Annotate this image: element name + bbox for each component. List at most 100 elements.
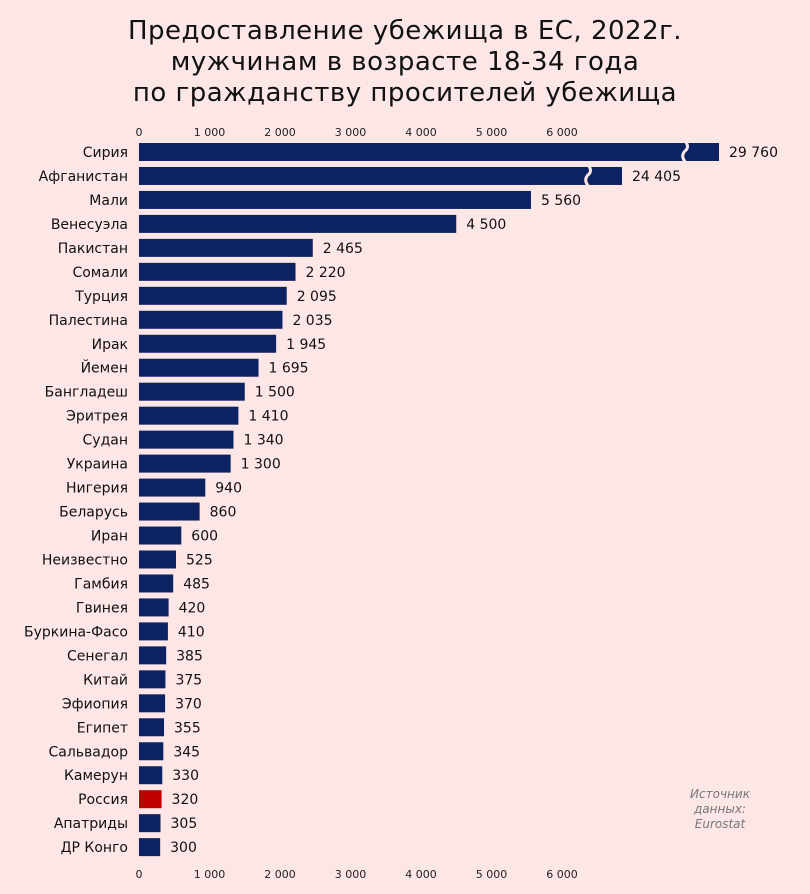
category-label: Сирия bbox=[83, 145, 128, 161]
bar bbox=[139, 406, 239, 425]
x-tick-label-bottom: 3 000 bbox=[335, 868, 367, 881]
bar bbox=[139, 190, 531, 209]
category-label: Пакистан bbox=[58, 241, 128, 257]
x-tick-label-bottom: 0 bbox=[136, 868, 143, 881]
x-tick-label-bottom: 2 000 bbox=[264, 868, 296, 881]
category-label: Россия bbox=[78, 792, 128, 808]
source-line-2: данных: bbox=[694, 802, 746, 816]
bar bbox=[139, 790, 162, 809]
source-line-3: Eurostat bbox=[694, 817, 746, 831]
bar bbox=[139, 334, 277, 353]
bar bbox=[139, 310, 283, 329]
category-label: Гамбия bbox=[74, 576, 128, 592]
x-tick-label-bottom: 6 000 bbox=[546, 868, 578, 881]
bar bbox=[139, 718, 165, 737]
category-label: Ирак bbox=[92, 337, 128, 353]
value-label: 5 560 bbox=[541, 193, 581, 209]
bar bbox=[139, 454, 231, 473]
value-label: 1 300 bbox=[241, 457, 281, 473]
category-label: Венесуэла bbox=[51, 217, 128, 233]
bar bbox=[139, 358, 259, 377]
x-tick-label-top: 3 000 bbox=[335, 126, 367, 139]
category-label: Мали bbox=[89, 193, 128, 209]
bar bbox=[139, 502, 200, 521]
category-label: Гвинея bbox=[76, 600, 128, 616]
bar bbox=[139, 622, 168, 641]
bar bbox=[139, 814, 161, 833]
bar bbox=[139, 526, 182, 545]
value-label: 940 bbox=[215, 481, 242, 497]
x-tick-label-top: 6 000 bbox=[546, 126, 578, 139]
axis-break-marker bbox=[681, 140, 689, 164]
x-tick-label-top: 5 000 bbox=[476, 126, 508, 139]
category-label: Эритрея bbox=[66, 409, 128, 425]
category-label: Бангладеш bbox=[45, 385, 128, 401]
bar bbox=[139, 382, 245, 401]
bar bbox=[139, 262, 296, 281]
bar bbox=[139, 430, 234, 449]
bar bbox=[139, 166, 622, 185]
category-label: Судан bbox=[83, 433, 128, 449]
category-label: Турция bbox=[74, 289, 128, 305]
x-tick-label-bottom: 1 000 bbox=[194, 868, 226, 881]
value-label: 410 bbox=[178, 624, 205, 640]
value-label: 375 bbox=[175, 672, 202, 688]
value-label: 300 bbox=[170, 840, 197, 856]
category-label: Камерун bbox=[64, 768, 128, 784]
value-label: 2 035 bbox=[292, 313, 332, 329]
category-label: Афганистан bbox=[39, 169, 128, 185]
x-tick-label-top: 1 000 bbox=[194, 126, 226, 139]
x-tick-label-top: 0 bbox=[136, 126, 143, 139]
value-label: 485 bbox=[183, 576, 210, 592]
category-label: Сальвадор bbox=[48, 744, 128, 760]
value-label: 2 465 bbox=[323, 241, 363, 257]
category-label: Беларусь bbox=[59, 505, 128, 521]
value-label: 600 bbox=[191, 529, 218, 545]
chart-title-line-1: Предоставление убежища в ЕС, 2022г. bbox=[127, 16, 683, 46]
x-tick-label-top: 4 000 bbox=[405, 126, 437, 139]
bar bbox=[139, 766, 163, 785]
value-label: 29 760 bbox=[729, 145, 778, 161]
bar bbox=[139, 286, 287, 305]
category-label: Сенегал bbox=[67, 648, 128, 664]
x-tick-label-top: 2 000 bbox=[264, 126, 296, 139]
category-label: Апатриды bbox=[54, 816, 128, 832]
category-label: Эфиопия bbox=[62, 696, 128, 712]
bar bbox=[139, 838, 161, 857]
chart-title: Предоставление убежища в ЕС, 2022г. мужч… bbox=[0, 16, 810, 109]
value-label: 305 bbox=[171, 816, 198, 832]
bar bbox=[139, 742, 164, 761]
category-label: Египет bbox=[77, 720, 128, 736]
chart-title-line-3: по гражданству просителей убежища bbox=[132, 78, 678, 108]
category-label: Неизвестно bbox=[42, 552, 128, 568]
value-label: 4 500 bbox=[466, 217, 506, 233]
value-label: 1 410 bbox=[248, 409, 288, 425]
category-label: Буркина-Фасо bbox=[24, 624, 128, 640]
value-label: 2 095 bbox=[297, 289, 337, 305]
value-label: 24 405 bbox=[632, 169, 681, 185]
x-tick-label-bottom: 5 000 bbox=[476, 868, 508, 881]
value-label: 1 695 bbox=[268, 361, 308, 377]
value-label: 860 bbox=[210, 505, 237, 521]
axis-break-marker bbox=[584, 164, 592, 188]
category-label: Йемен bbox=[81, 359, 128, 377]
value-label: 1 340 bbox=[243, 433, 283, 449]
bar bbox=[139, 143, 719, 161]
bar bbox=[139, 550, 177, 569]
value-label: 2 220 bbox=[306, 265, 346, 281]
bar bbox=[139, 598, 169, 617]
category-label: Нигерия bbox=[66, 481, 128, 497]
value-label: 525 bbox=[186, 552, 213, 568]
chart-title-line-2: мужчинам в возрасте 18-34 года bbox=[170, 47, 640, 77]
x-tick-label-bottom: 4 000 bbox=[405, 868, 437, 881]
source-note: Источник данных: Eurostat bbox=[672, 787, 768, 832]
category-label: Китай bbox=[83, 672, 128, 688]
source-line-1: Источник bbox=[690, 787, 750, 801]
value-label: 385 bbox=[176, 648, 203, 664]
bar bbox=[139, 478, 206, 497]
category-label: Иран bbox=[91, 529, 128, 545]
value-label: 330 bbox=[172, 768, 199, 784]
value-label: 320 bbox=[172, 792, 199, 808]
category-label: ДР Конго bbox=[61, 840, 128, 856]
